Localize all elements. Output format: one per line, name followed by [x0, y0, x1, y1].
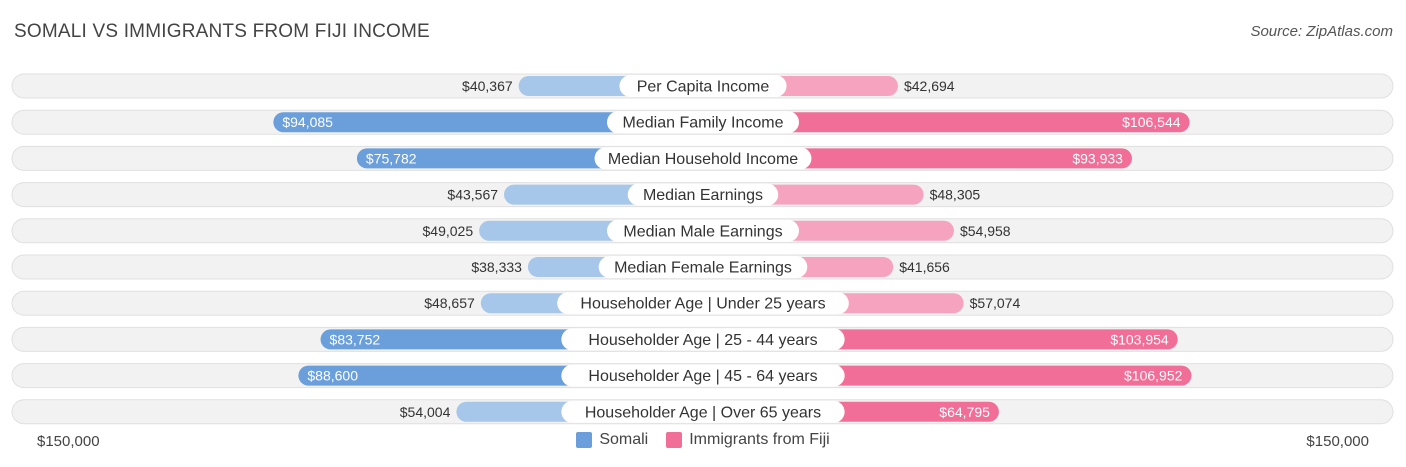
- legend-swatch-fiji: [666, 432, 683, 448]
- category-label: Median Female Earnings: [614, 260, 792, 277]
- value-label-fiji: $54,958: [960, 223, 1011, 239]
- axis-right-label: $150,000: [1306, 433, 1369, 450]
- legend-label-somali: Somali: [599, 431, 649, 448]
- value-label-somali: $75,782: [366, 150, 417, 166]
- legend-swatch-somali: [576, 432, 593, 448]
- category-label-pill: [561, 364, 845, 387]
- axis-left-label: $150,000: [37, 433, 100, 450]
- legend-label-fiji: Immigrants from Fiji: [689, 431, 830, 448]
- category-label: Householder Age | 45 - 64 years: [588, 368, 817, 385]
- chart-title: SOMALI VS IMMIGRANTS FROM FIJI INCOME: [14, 21, 430, 42]
- source-credit: Source: ZipAtlas.com: [1250, 23, 1393, 40]
- value-label-somali: $54,004: [400, 404, 451, 420]
- value-label-somali: $43,567: [447, 187, 498, 203]
- category-label-pill: [607, 219, 799, 242]
- value-label-somali: $88,600: [307, 368, 358, 384]
- category-label: Median Earnings: [643, 187, 763, 204]
- value-label-somali: $40,367: [462, 78, 513, 94]
- value-label-fiji: $106,952: [1124, 368, 1183, 384]
- value-label-somali: $83,752: [330, 331, 381, 347]
- category-label: Median Male Earnings: [623, 223, 782, 240]
- category-label-pill: [627, 183, 779, 206]
- value-label-fiji: $64,795: [939, 404, 990, 420]
- bar-fiji: [703, 112, 1190, 133]
- category-label-pill: [619, 75, 787, 97]
- category-label-pill: [594, 147, 812, 170]
- category-label: Median Household Income: [608, 151, 798, 168]
- legend: Somali Immigrants from Fiji: [0, 431, 1406, 449]
- value-label-fiji: $48,305: [930, 187, 981, 203]
- value-label-somali: $94,085: [282, 114, 333, 130]
- value-label-somali: $49,025: [423, 223, 474, 239]
- category-label-pill: [557, 292, 849, 315]
- category-label: Householder Age | Over 65 years: [585, 404, 821, 421]
- category-label: Per Capita Income: [637, 79, 770, 96]
- value-label-fiji: $93,933: [1072, 150, 1123, 166]
- legend-item-fiji: Immigrants from Fiji: [666, 431, 830, 449]
- legend-item-somali: Somali: [576, 431, 648, 449]
- category-label: Householder Age | Under 25 years: [580, 296, 825, 313]
- category-label-pill: [607, 111, 799, 134]
- value-label-fiji: $57,074: [970, 295, 1021, 311]
- category-label-pill: [598, 256, 808, 278]
- category-label-pill: [561, 400, 845, 423]
- value-label-fiji: $103,954: [1110, 331, 1169, 347]
- value-label-fiji: $106,544: [1122, 114, 1181, 130]
- category-label: Householder Age | 25 - 44 years: [588, 332, 817, 349]
- bar-somali: [273, 112, 703, 133]
- value-label-somali: $38,333: [471, 259, 522, 275]
- value-label-fiji: $42,694: [904, 78, 955, 94]
- category-label: Median Family Income: [623, 115, 784, 132]
- value-label-somali: $48,657: [424, 295, 475, 311]
- value-label-fiji: $41,656: [899, 259, 950, 275]
- category-label-pill: [561, 328, 845, 351]
